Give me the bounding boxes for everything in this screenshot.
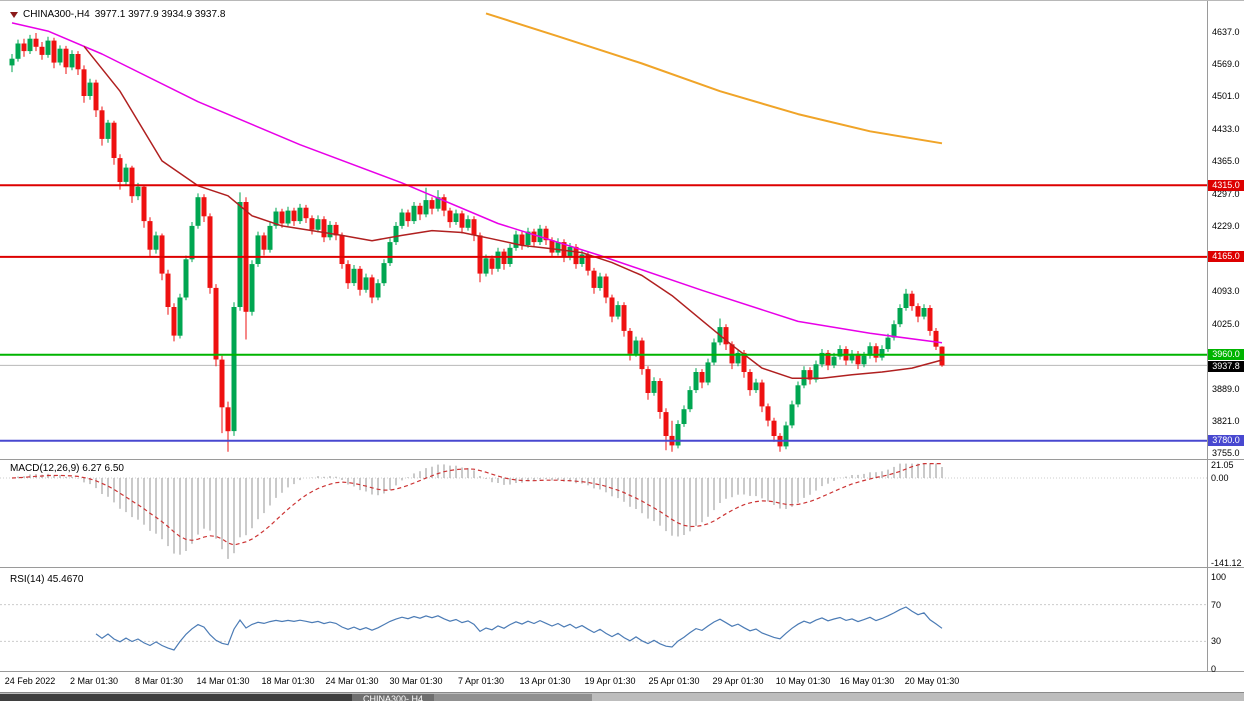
rsi-indicator-label: RSI(14) 45.4670 bbox=[10, 574, 84, 585]
time-axis-label: 2 Mar 01:30 bbox=[69, 676, 119, 686]
symbol-menu-icon[interactable] bbox=[10, 11, 18, 18]
macd-scale-label: 21.05 bbox=[1211, 460, 1234, 470]
rsi-scale-label: 0 bbox=[1211, 664, 1217, 674]
time-axis-label: 13 Apr 01:30 bbox=[519, 676, 571, 686]
price-line-badge: 4315.0 bbox=[1208, 180, 1244, 191]
time-axis-label: 24 Feb 2022 bbox=[4, 676, 56, 686]
chart-tab-group[interactable] bbox=[434, 694, 592, 701]
price-axis-tick: 3755.0 bbox=[1212, 448, 1240, 458]
current-price-badge: 3937.8 bbox=[1208, 361, 1244, 372]
price-axis[interactable]: 4637.0 4569.0 4501.0 4433.0 4365.0 4297.0 4229… bbox=[1208, 1, 1244, 672]
time-axis-label: 24 Mar 01:30 bbox=[325, 676, 379, 686]
macd-scale-label: -141.12 bbox=[1211, 558, 1242, 568]
price-axis-tick: 3889.0 bbox=[1212, 384, 1240, 394]
time-axis-label: 8 Mar 01:30 bbox=[134, 676, 184, 686]
price-line-badge: 3780.0 bbox=[1208, 435, 1244, 446]
chart-tabs-bar: CHINA300-,H4 bbox=[0, 692, 1244, 701]
price-axis-tick: 4365.0 bbox=[1212, 156, 1240, 166]
ohlc-values: 3977.1 3977.9 3934.9 3937.8 bbox=[94, 9, 226, 20]
chart-tab-group[interactable] bbox=[0, 694, 352, 701]
price-axis-tick: 4025.0 bbox=[1212, 319, 1240, 329]
price-axis-tick: 4433.0 bbox=[1212, 124, 1240, 134]
rsi-scale-label: 70 bbox=[1211, 600, 1222, 610]
time-axis-label: 29 Apr 01:30 bbox=[712, 676, 764, 686]
time-axis-label: 20 May 01:30 bbox=[904, 676, 960, 686]
macd-scale-label: 0.00 bbox=[1211, 473, 1229, 483]
time-axis-label: 16 May 01:30 bbox=[839, 676, 895, 686]
price-line-badge: 4165.0 bbox=[1208, 251, 1244, 262]
time-axis-label: 19 Apr 01:30 bbox=[584, 676, 636, 686]
chart-tab-active[interactable]: CHINA300-,H4 bbox=[352, 694, 434, 701]
time-axis-label: 25 Apr 01:30 bbox=[648, 676, 700, 686]
time-axis-label: 10 May 01:30 bbox=[775, 676, 831, 686]
rsi-scale-label: 100 bbox=[1211, 572, 1227, 582]
price-axis-tick: 4569.0 bbox=[1212, 59, 1240, 69]
price-axis-tick: 4501.0 bbox=[1212, 91, 1240, 101]
price-axis-tick: 3821.0 bbox=[1212, 416, 1240, 426]
time-axis-label: 14 Mar 01:30 bbox=[196, 676, 250, 686]
indicator-scales: 21.05 0.00 -141.12 100 70 30 0 bbox=[1208, 1, 1244, 674]
time-axis[interactable]: 24 Feb 2022 2 Mar 01:30 8 Mar 01:30 14 Mar … bbox=[0, 673, 1207, 691]
price-axis-tick: 4229.0 bbox=[1212, 221, 1240, 231]
symbol-timeframe-label: CHINA300-,H4 bbox=[23, 9, 90, 20]
chart-header: CHINA300-,H4 3977.1 3977.9 3934.9 3937.8 bbox=[10, 9, 225, 20]
rsi-scale-label: 30 bbox=[1211, 636, 1222, 646]
price-line-badge: 3960.0 bbox=[1208, 349, 1244, 360]
price-axis-tick: 4297.0 bbox=[1212, 189, 1240, 199]
price-axis-tick: 4093.0 bbox=[1212, 286, 1240, 296]
time-axis-label: 18 Mar 01:30 bbox=[261, 676, 315, 686]
macd-indicator-label: MACD(12,26,9) 6.27 6.50 bbox=[10, 463, 124, 474]
time-axis-label: 30 Mar 01:30 bbox=[389, 676, 443, 686]
chart-tab-active-label: CHINA300-,H4 bbox=[362, 694, 424, 701]
price-axis-tick: 4637.0 bbox=[1212, 27, 1240, 37]
time-axis-label: 7 Apr 01:30 bbox=[457, 676, 505, 686]
